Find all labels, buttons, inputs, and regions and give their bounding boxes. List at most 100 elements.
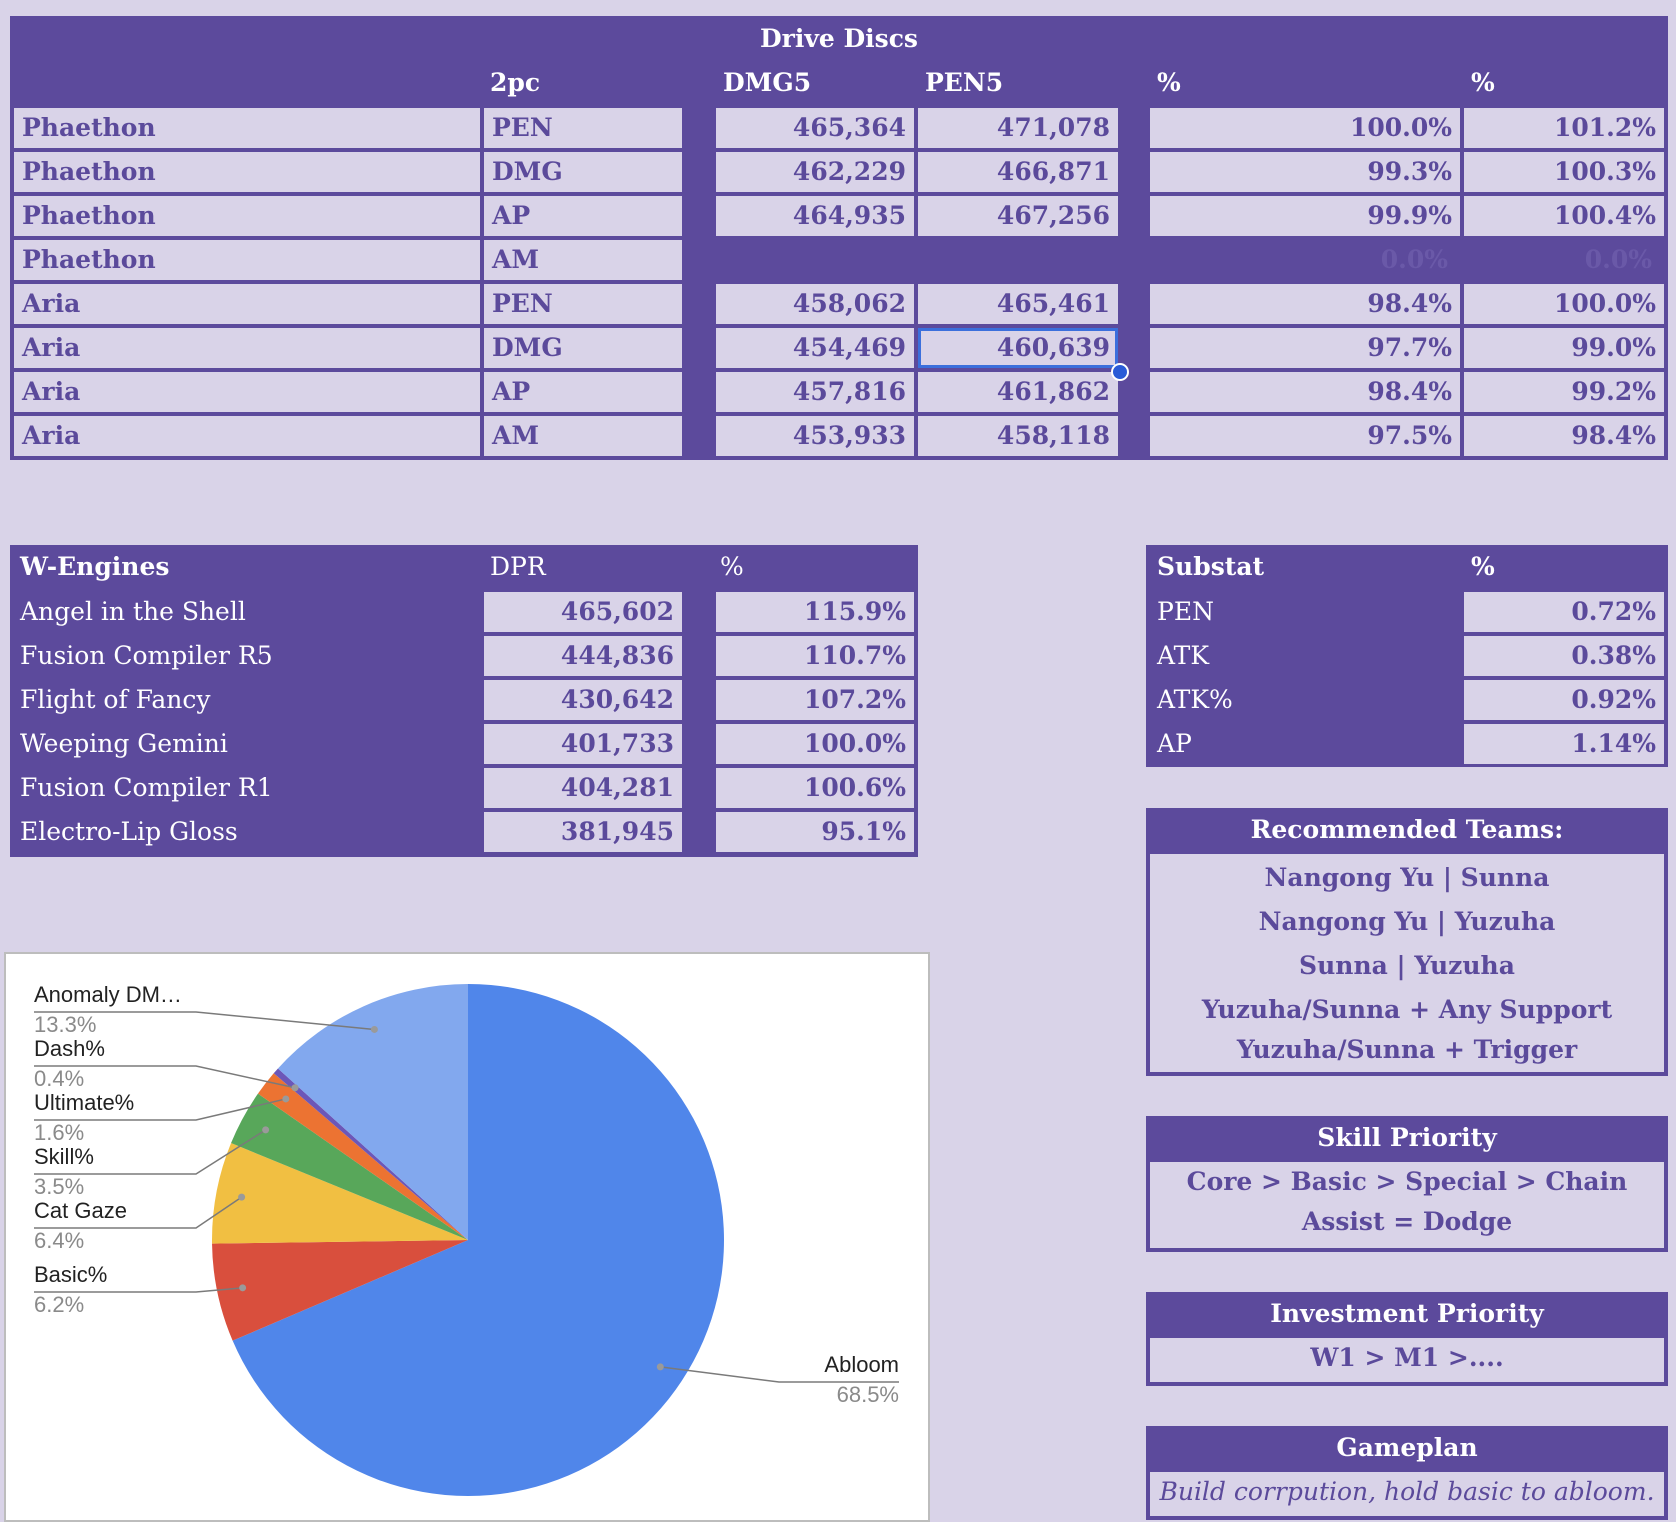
disc-name-cell[interactable]: Aria	[14, 284, 480, 324]
disc-pct-cell[interactable]: 99.2%	[1464, 372, 1664, 412]
disc-pct-cell[interactable]: 101.2%	[1464, 108, 1664, 148]
disc-pen5-cell[interactable]: 458,118	[918, 416, 1118, 456]
w-engine-dpr-cell[interactable]: 401,733	[484, 724, 682, 764]
pie-leader-line	[34, 1196, 243, 1229]
pie-leader-line	[34, 1129, 267, 1175]
team-line: Yuzuha/Sunna + Trigger	[1236, 1035, 1578, 1064]
substat-pct-cell[interactable]: 0.38%	[1464, 636, 1664, 676]
pie-label: Skill%	[34, 1144, 94, 1169]
w-engine-name: Flight of Fancy	[20, 685, 211, 714]
team-line: Nangong Yu | Sunna	[1264, 863, 1550, 892]
header-dmg5: DMG5	[723, 68, 812, 97]
disc-pct-cell[interactable]: 99.3%	[1150, 152, 1460, 192]
pie-chart[interactable]: Abloom 68.5% Basic% 6.2% Cat Gaze 6.4% Skill% 3…	[4, 952, 930, 1522]
disc-set-cell[interactable]: AM	[484, 416, 682, 456]
disc-name-cell[interactable]: Aria	[14, 372, 480, 412]
pie-leader-dot	[656, 1363, 664, 1371]
disc-pen5-cell[interactable]: 461,862	[918, 372, 1118, 412]
disc-pct-cell[interactable]: 100.4%	[1464, 196, 1664, 236]
w-engines-header: W-Engines	[20, 552, 170, 581]
disc-name-cell[interactable]: Aria	[14, 328, 480, 368]
disc-pen5-cell[interactable]: 471,078	[918, 108, 1118, 148]
disc-pen5-cell[interactable]: 467,256	[918, 196, 1118, 236]
w-engine-name: Electro-Lip Gloss	[20, 817, 238, 846]
disc-pen5-cell[interactable]: 466,871	[918, 152, 1118, 192]
w-engine-pct-cell[interactable]: 100.6%	[716, 768, 914, 808]
disc-set-cell[interactable]: AP	[484, 372, 682, 412]
w-engine-pct-cell[interactable]: 110.7%	[716, 636, 914, 676]
disc-pct-cell[interactable]: 97.7%	[1150, 328, 1460, 368]
pie-slice-cat-gaze[interactable]	[212, 1143, 468, 1244]
header-2pc: 2pc	[490, 68, 541, 97]
disc-dmg5-cell[interactable]: 454,469	[716, 328, 914, 368]
disc-pct-cell[interactable]: 99.0%	[1464, 328, 1664, 368]
disc-dmg5-cell[interactable]: 458,062	[716, 284, 914, 324]
pie-leader-line	[34, 1287, 243, 1293]
substat-pct-cell[interactable]: 1.14%	[1464, 724, 1664, 764]
pie-label: Basic%	[34, 1262, 107, 1287]
pie-slice-basic-[interactable]	[212, 1240, 468, 1341]
gameplan-box: Gameplan Build corrpution, hold basic to…	[1146, 1426, 1668, 1520]
w-engine-dpr-cell[interactable]: 404,281	[484, 768, 682, 808]
pie-slice-ultimate-[interactable]	[257, 1073, 468, 1240]
pie-percent-label: 6.4%	[34, 1228, 84, 1253]
disc-name-cell[interactable]: Phaethon	[14, 240, 480, 280]
w-engine-dpr-cell[interactable]: 430,642	[484, 680, 682, 720]
disc-set-cell[interactable]: AM	[484, 240, 682, 280]
disc-set-cell[interactable]: PEN	[484, 284, 682, 324]
substat-pct-header: %	[1471, 552, 1495, 581]
disc-dmg5-cell[interactable]: 462,229	[716, 152, 914, 192]
pie-slice-dash-[interactable]	[273, 1068, 468, 1240]
pie-leader-dot	[291, 1084, 299, 1092]
disc-pct-cell[interactable]: 100.0%	[1150, 108, 1460, 148]
pie-chart-svg: Abloom 68.5% Basic% 6.2% Cat Gaze 6.4% Skill% 3…	[34, 982, 899, 1496]
header-pct-2: %	[1471, 68, 1495, 97]
disc-set-cell[interactable]: PEN	[484, 108, 682, 148]
disc-dmg5-cell[interactable]: 464,935	[716, 196, 914, 236]
disc-pct-cell[interactable]: 100.0%	[1464, 284, 1664, 324]
disc-pct-cell[interactable]: 98.4%	[1150, 372, 1460, 412]
disc-name-cell[interactable]: Phaethon	[14, 108, 480, 148]
pie-slice-abloom[interactable]	[232, 984, 725, 1496]
pie-percent-label: 3.5%	[34, 1174, 84, 1199]
disc-pct-cell[interactable]: 98.4%	[1150, 284, 1460, 324]
w-engine-pct-cell[interactable]: 115.9%	[716, 592, 914, 632]
selection-fill-handle[interactable]	[1111, 363, 1129, 381]
pie-slice-anomaly-dmg-[interactable]	[277, 984, 468, 1240]
pie-label: Ultimate%	[34, 1090, 134, 1115]
disc-pct-cell[interactable]: 97.5%	[1150, 416, 1460, 456]
disc-pen5-cell[interactable]: 465,461	[918, 284, 1118, 324]
disc-name-cell[interactable]: Phaethon	[14, 196, 480, 236]
disc-pct-cell[interactable]: 99.9%	[1150, 196, 1460, 236]
disc-set-cell[interactable]: DMG	[484, 328, 682, 368]
pie-slice-skill-[interactable]	[231, 1093, 468, 1240]
w-engines-pct-header: %	[720, 552, 744, 581]
w-engine-pct-cell[interactable]: 95.1%	[716, 812, 914, 852]
disc-dmg5-cell[interactable]: 453,933	[716, 416, 914, 456]
disc-set-cell[interactable]: AP	[484, 196, 682, 236]
w-engine-dpr-cell[interactable]: 444,836	[484, 636, 682, 676]
disc-dmg5-cell[interactable]: 465,364	[716, 108, 914, 148]
pie-percent-label: 68.5%	[837, 1382, 899, 1407]
pie-percent-label: 13.3%	[34, 1012, 96, 1037]
w-engine-dpr-cell[interactable]: 381,945	[484, 812, 682, 852]
substat-header: Substat	[1157, 552, 1265, 581]
skill-priority-title: Skill Priority	[1317, 1123, 1497, 1152]
recommended-teams-box: Recommended Teams: Nangong Yu | Sunna Na…	[1146, 808, 1668, 1076]
drive-discs-title: Drive Discs	[759, 24, 919, 53]
substat-name: AP	[1157, 729, 1192, 758]
disc-pct-cell[interactable]: 98.4%	[1464, 416, 1664, 456]
disc-name-cell[interactable]: Phaethon	[14, 152, 480, 192]
substat-name: ATK	[1157, 641, 1210, 670]
disc-name-cell[interactable]: Aria	[14, 416, 480, 456]
substat-pct-cell[interactable]: 0.72%	[1464, 592, 1664, 632]
w-engine-pct-cell[interactable]: 100.0%	[716, 724, 914, 764]
disc-pen5-cell[interactable]: 460,639	[918, 328, 1118, 368]
disc-pct-cell[interactable]: 100.3%	[1464, 152, 1664, 192]
w-engine-pct-cell[interactable]: 107.2%	[716, 680, 914, 720]
substat-pct-cell[interactable]: 0.92%	[1464, 680, 1664, 720]
disc-dmg5-cell[interactable]: 457,816	[716, 372, 914, 412]
header-pct-1: %	[1157, 68, 1181, 97]
w-engine-dpr-cell[interactable]: 465,602	[484, 592, 682, 632]
disc-set-cell[interactable]: DMG	[484, 152, 682, 192]
